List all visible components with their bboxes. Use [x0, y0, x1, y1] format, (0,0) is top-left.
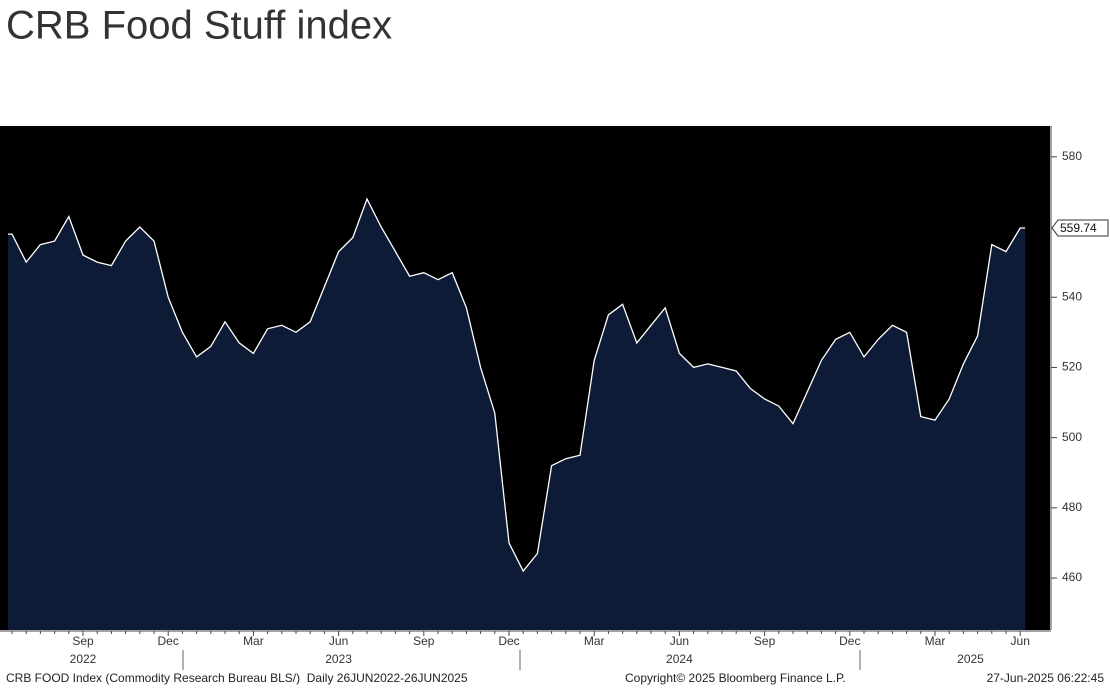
year-label: 2023: [325, 652, 352, 666]
x-tick-label: Mar: [243, 634, 264, 648]
y-tick-label: 460: [1062, 570, 1082, 584]
x-tick-label: Mar: [584, 634, 605, 648]
last-value-tag: [1051, 219, 1109, 237]
year-label: 2025: [957, 652, 984, 666]
y-tick-label: 500: [1062, 430, 1082, 444]
last-value-label: 559.74: [1060, 221, 1097, 235]
year-label: 2022: [70, 652, 97, 666]
x-tick-label: Sep: [413, 634, 435, 648]
footer-source: CRB FOOD Index (Commodity Research Burea…: [6, 671, 468, 685]
y-tick-label: 520: [1062, 360, 1082, 374]
area-fill: [8, 199, 1026, 630]
chart-title: CRB Food Stuff index: [6, 4, 392, 48]
x-tick-label: Mar: [925, 634, 946, 648]
price-line: [8, 197, 1026, 573]
footer-timestamp: 27-Jun-2025 06:22:45: [987, 671, 1105, 685]
x-tick-label: Jun: [1011, 634, 1030, 648]
x-tick-label: Sep: [754, 634, 776, 648]
x-tick-label: Jun: [329, 634, 348, 648]
y-tick-label: 540: [1062, 289, 1082, 303]
y-tick-label: 580: [1062, 149, 1082, 163]
x-tick-label: Jun: [670, 634, 689, 648]
x-tick-label: Dec: [839, 634, 860, 648]
x-tick-label: Sep: [72, 634, 94, 648]
x-tick-label: Dec: [498, 634, 519, 648]
footer-copyright: Copyright© 2025 Bloomberg Finance L.P.: [625, 671, 846, 685]
x-tick-label: Dec: [158, 634, 179, 648]
year-label: 2024: [666, 652, 693, 666]
y-tick-label: 480: [1062, 500, 1082, 514]
